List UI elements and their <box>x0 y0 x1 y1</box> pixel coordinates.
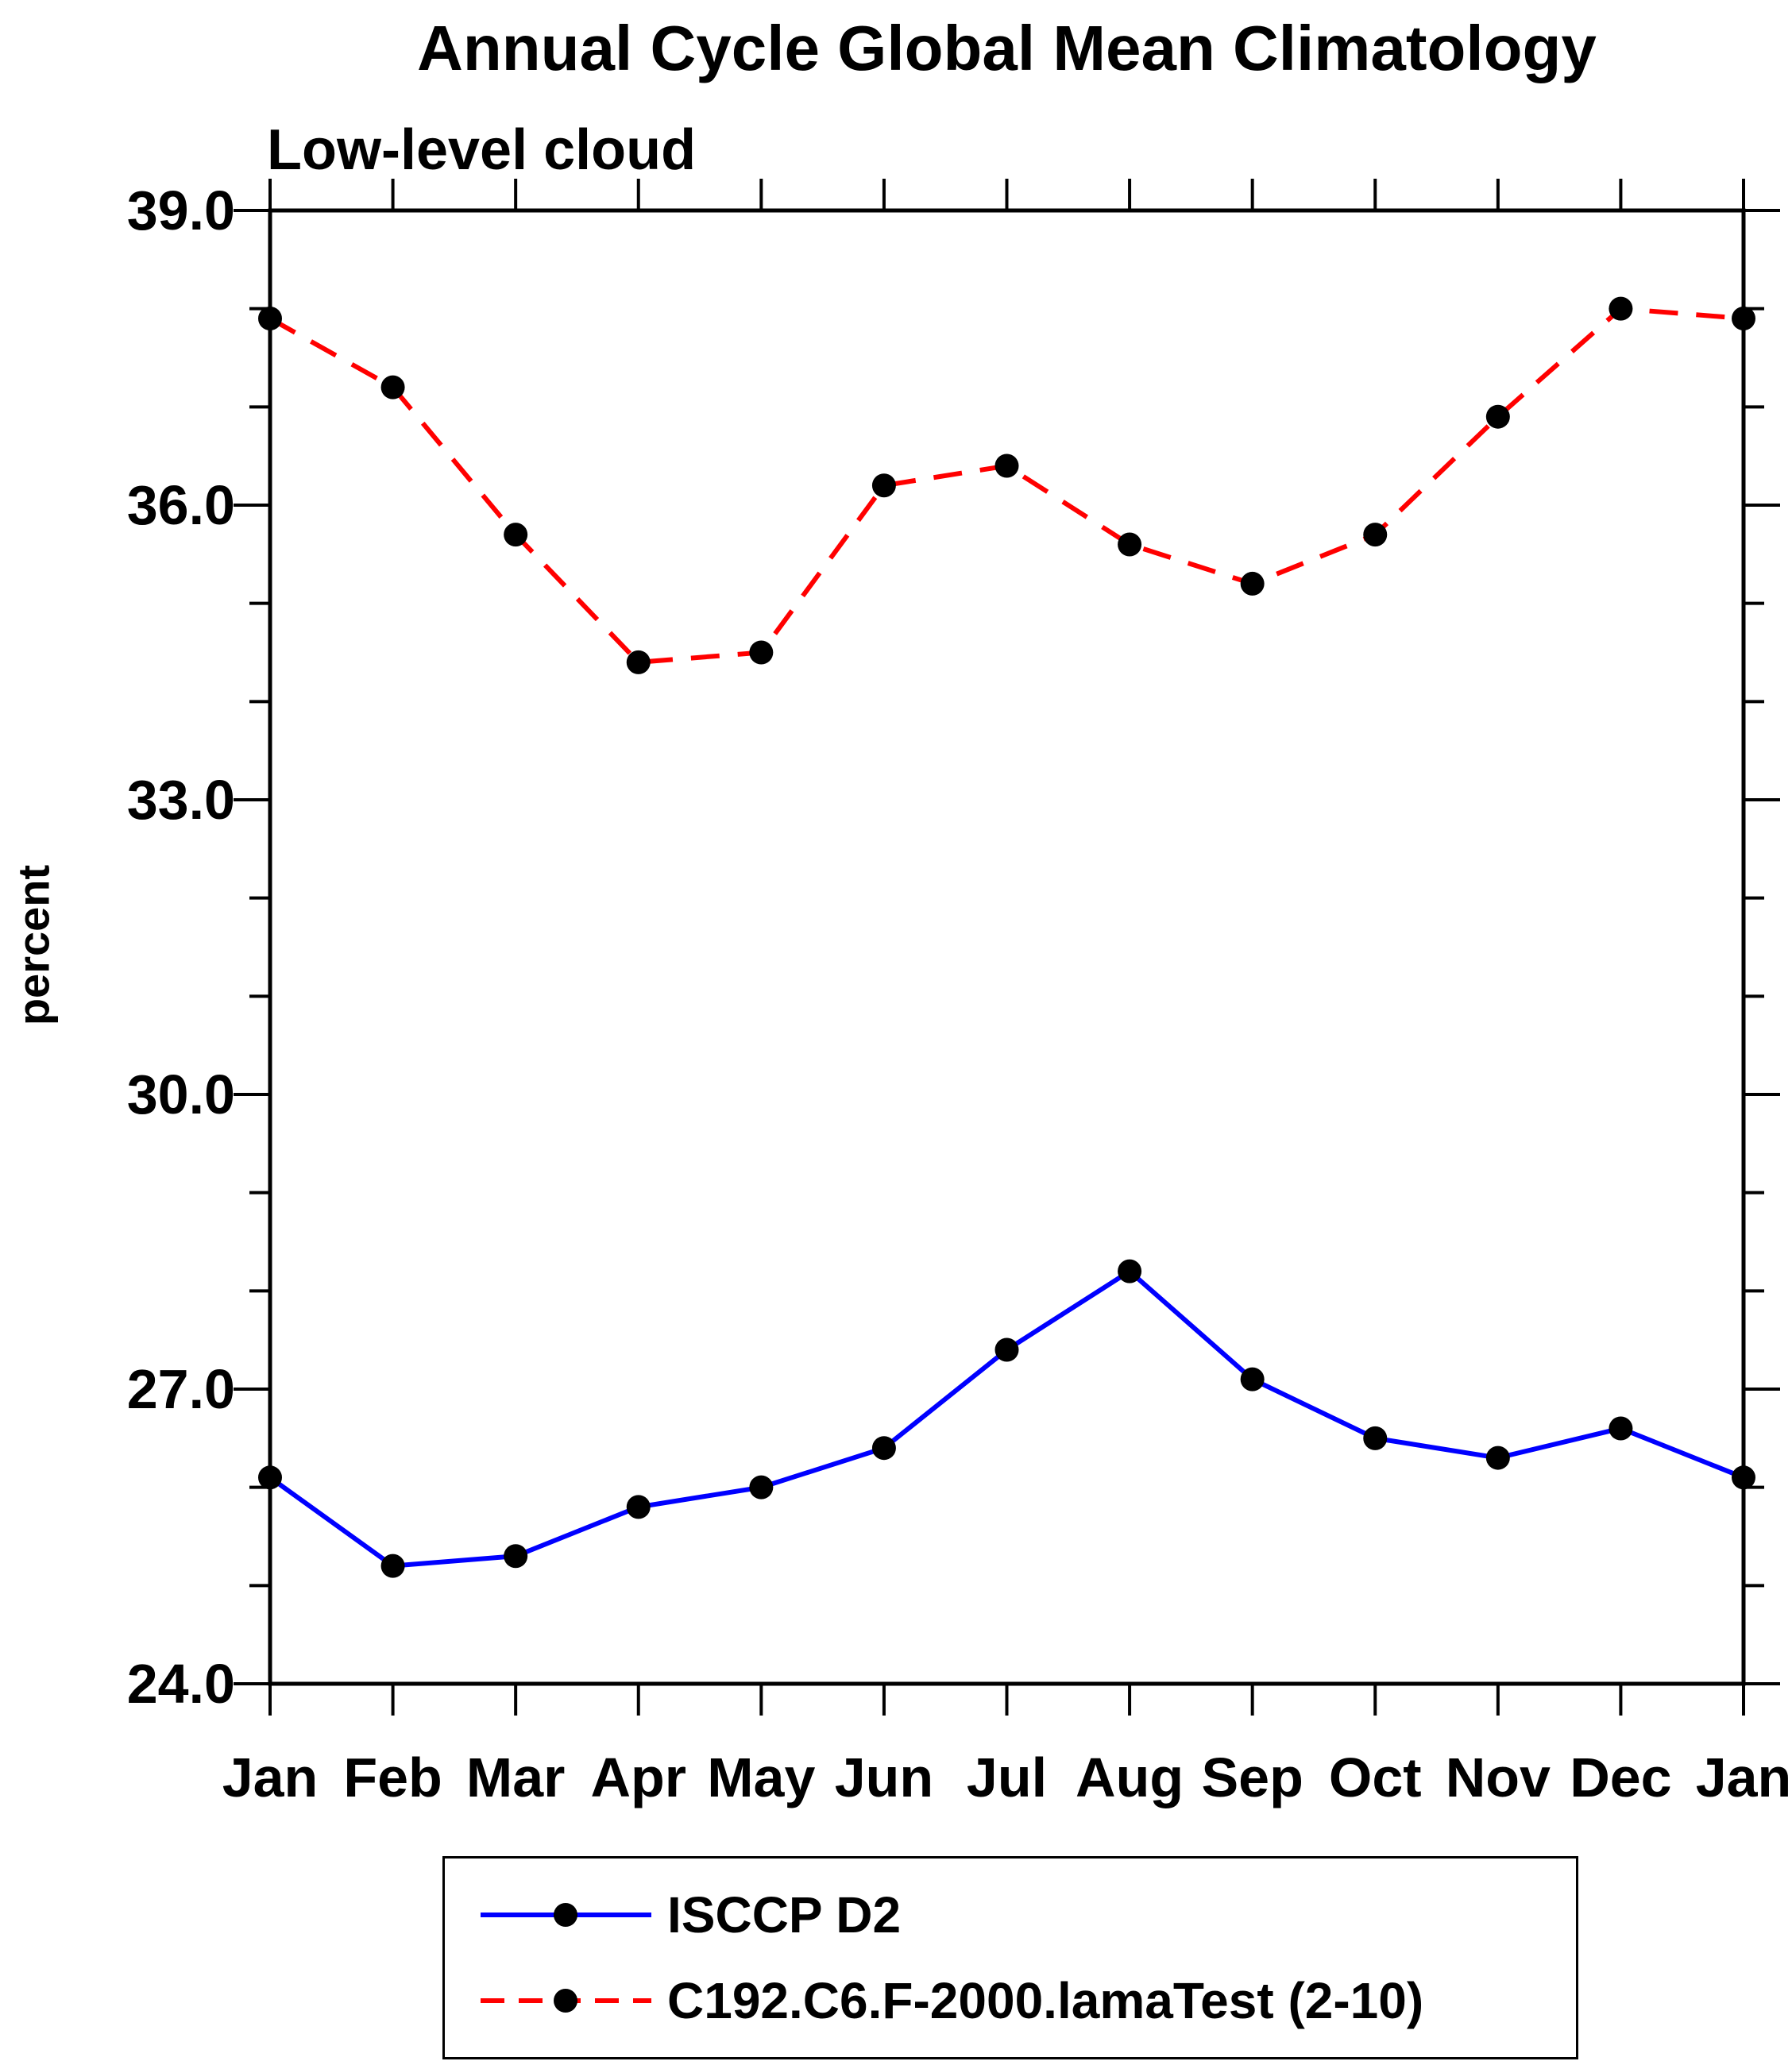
data-point-marker <box>380 375 405 399</box>
x-tick-label: Jun <box>835 1747 933 1808</box>
series-line-0 <box>268 1268 1745 1569</box>
x-tick-label: Feb <box>343 1747 442 1808</box>
data-point-marker <box>626 1495 651 1519</box>
plot-frame <box>268 208 1746 1686</box>
data-point-marker <box>871 1436 896 1461</box>
chart-title: Annual Cycle Global Mean Climatology <box>417 13 1597 83</box>
data-point-marker <box>1485 404 1510 429</box>
data-point-marker <box>1363 523 1388 547</box>
data-point-marker <box>1485 1446 1510 1470</box>
data-point-marker <box>1609 1416 1633 1441</box>
data-point-marker <box>1240 571 1265 596</box>
legend-dashed-line-icon <box>481 1989 651 2013</box>
data-point-marker <box>1732 1465 1755 1490</box>
data-point-marker <box>871 473 896 498</box>
legend-item-series-0: ISCCP D2 <box>481 1886 1576 1944</box>
x-tick-label: Mar <box>466 1747 565 1808</box>
y-tick-label: 33.0 <box>127 769 235 831</box>
chart-subtitle: Low-level cloud <box>267 118 697 182</box>
series-line-1 <box>268 306 1744 665</box>
x-tick-label: Jan <box>222 1747 319 1808</box>
data-point-marker <box>626 650 651 674</box>
legend-solid-line-icon <box>481 1903 651 1927</box>
data-point-marker <box>749 1475 774 1500</box>
legend-label-series-1: C192.C6.F-2000.lamaTest (2-10) <box>667 1972 1424 2029</box>
data-point-marker <box>258 1465 282 1490</box>
data-point-marker <box>1609 296 1633 321</box>
x-tick-label: Dec <box>1570 1747 1671 1808</box>
x-tick-label: Nov <box>1446 1747 1551 1808</box>
data-point-marker <box>1118 1259 1142 1283</box>
y-tick-label: 30.0 <box>127 1063 235 1125</box>
x-tick-label: Jul <box>967 1747 1047 1808</box>
legend-marker-icon-0 <box>554 1903 577 1927</box>
legend-item-series-1: C192.C6.F-2000.lamaTest (2-10) <box>481 1971 1576 2030</box>
y-tick-label: 27.0 <box>127 1358 235 1420</box>
data-point-marker <box>504 523 528 547</box>
data-point-marker <box>380 1554 405 1578</box>
data-point-marker <box>1363 1426 1388 1450</box>
data-point-marker <box>749 640 774 665</box>
data-point-marker <box>504 1544 528 1569</box>
x-tick-label: Aug <box>1076 1747 1184 1808</box>
x-tick-label: Sep <box>1201 1747 1303 1808</box>
y-tick-label: 39.0 <box>127 179 235 241</box>
data-point-marker <box>1240 1367 1265 1391</box>
data-point-marker <box>1118 532 1142 557</box>
legend-label-series-0: ISCCP D2 <box>667 1886 902 1943</box>
x-tick-label: May <box>707 1747 815 1808</box>
data-point-marker <box>994 1337 1019 1362</box>
data-point-marker <box>1732 307 1755 331</box>
data-point-marker <box>994 454 1019 478</box>
x-tick-label: Apr <box>590 1747 686 1808</box>
y-tick-label: 24.0 <box>127 1653 235 1715</box>
data-point-marker <box>258 307 282 331</box>
x-tick-label: Oct <box>1329 1747 1422 1808</box>
y-tick-label: 36.0 <box>127 474 235 536</box>
legend: ISCCP D2 C192.C6.F-2000.lamaTest (2-10) <box>442 1856 1578 2059</box>
x-tick-label: Jan <box>1696 1747 1792 1808</box>
legend-marker-icon-1 <box>554 1989 577 2013</box>
